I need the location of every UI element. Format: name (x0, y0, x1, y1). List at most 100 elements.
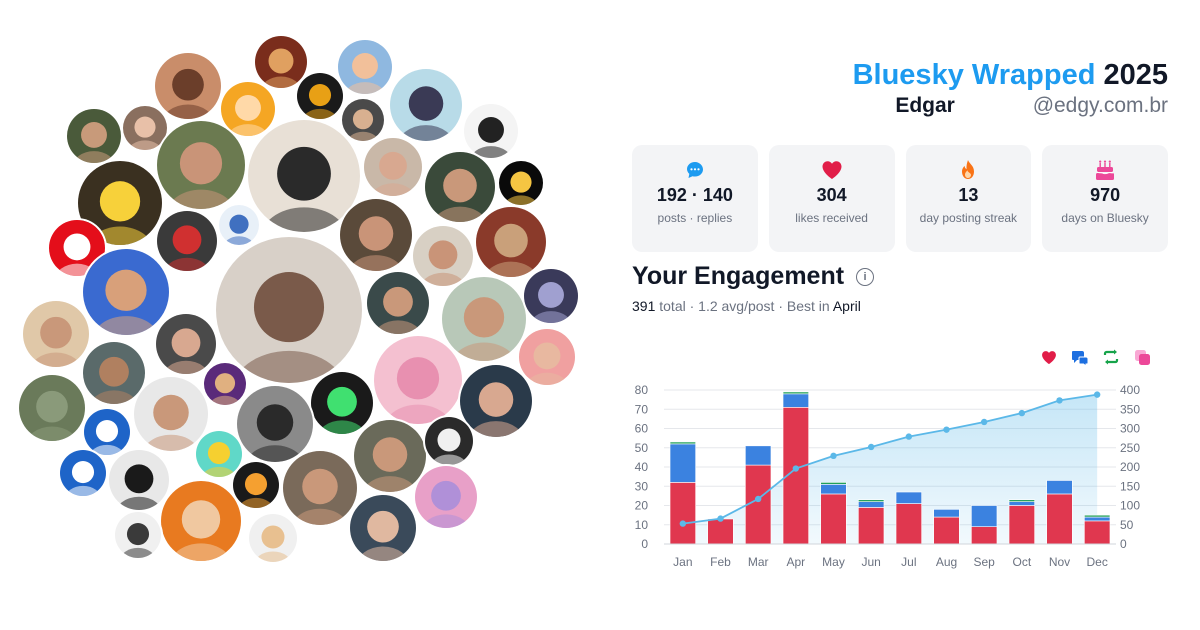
x-tick-label: Jun (861, 555, 880, 569)
avatar[interactable] (350, 495, 416, 561)
avatar[interactable] (157, 211, 217, 271)
avatar[interactable] (413, 226, 473, 286)
y2-tick-label: 100 (1120, 499, 1140, 513)
cumulative-point (905, 433, 913, 440)
avatar[interactable] (67, 109, 121, 163)
chart-legend (1040, 348, 1151, 366)
stat-card-likes: 304 likes received (768, 145, 895, 252)
reply-icon[interactable] (1071, 348, 1089, 366)
user-handle[interactable]: @edgy.com.br (1032, 94, 1168, 117)
avatar[interactable] (476, 207, 546, 277)
bar-segment (745, 445, 772, 466)
avatar[interactable] (109, 450, 169, 510)
cumulative-point (717, 515, 724, 522)
avatar[interactable] (156, 314, 216, 374)
repost-icon[interactable] (1102, 348, 1120, 366)
avatar[interactable] (237, 386, 313, 462)
avatar[interactable] (519, 329, 575, 385)
avatar[interactable] (364, 138, 422, 196)
bar-segment (820, 484, 847, 495)
y-tick-label: 40 (635, 460, 649, 474)
avatar[interactable] (248, 120, 360, 232)
avatar[interactable] (460, 365, 532, 437)
bar-segment (858, 499, 885, 502)
y2-tick-label: 400 (1120, 383, 1140, 397)
title-brand: Bluesky Wrapped (852, 59, 1096, 91)
bar-segment (820, 493, 847, 545)
avatar[interactable] (84, 409, 130, 455)
cumulative-area (682, 394, 1098, 544)
stats-cards: 192 · 140 posts · replies 304 likes rece… (632, 145, 1168, 252)
bar-segment (1084, 520, 1111, 545)
avatar[interactable] (255, 36, 307, 88)
bar-segment (707, 518, 734, 545)
avatar[interactable] (283, 451, 357, 525)
avatar[interactable] (60, 450, 106, 496)
avatar[interactable] (221, 82, 275, 136)
avatar[interactable] (83, 249, 169, 335)
avatar[interactable] (249, 514, 297, 562)
avatar[interactable] (134, 377, 208, 451)
avatar[interactable] (338, 40, 392, 94)
avatar[interactable] (19, 375, 85, 441)
bar-segment (895, 503, 922, 545)
y2-tick-label: 50 (1120, 518, 1134, 532)
cumulative-line (682, 393, 1098, 525)
avatar[interactable] (425, 417, 473, 465)
avatar[interactable] (196, 431, 242, 477)
avatar[interactable] (297, 73, 343, 119)
y-tick-label: 50 (635, 441, 649, 455)
avatar[interactable] (219, 205, 259, 245)
avatar[interactable] (499, 161, 543, 205)
avatar[interactable] (157, 121, 245, 209)
engagement-title: Your Engagement i (632, 262, 875, 291)
avatar[interactable] (524, 269, 578, 323)
x-tick-label: Aug (936, 555, 957, 569)
bar-segment (895, 491, 922, 504)
bar-segment (971, 505, 998, 527)
y2-tick-label: 300 (1120, 422, 1140, 436)
heart-icon[interactable] (1040, 348, 1058, 366)
x-tick-label: Sep (973, 555, 995, 569)
avatar[interactable] (311, 372, 373, 434)
avatar[interactable] (367, 272, 429, 334)
x-tick-label: May (822, 555, 845, 569)
cumulative-point (943, 426, 950, 433)
avatar[interactable] (115, 512, 161, 558)
avatar[interactable] (204, 363, 246, 405)
stat-card-days: 970 days on Bluesky (1042, 145, 1168, 252)
engagement-summary: 391 total · 1.2 avg/post · Best in April (632, 298, 861, 314)
chat-bubble-icon (632, 159, 758, 181)
display-name: Edgar (895, 94, 955, 117)
avatar[interactable] (23, 301, 89, 367)
info-icon[interactable]: i (856, 267, 875, 286)
avatar[interactable] (425, 152, 495, 222)
bar-segment (669, 482, 696, 545)
avatar[interactable] (342, 99, 384, 141)
stat-value: 304 (816, 185, 847, 205)
quote-icon[interactable] (1133, 348, 1151, 366)
avatar[interactable] (161, 481, 241, 561)
avatar[interactable] (442, 277, 526, 361)
avatar[interactable] (233, 462, 279, 508)
title-year: 2025 (1103, 59, 1168, 91)
avatar[interactable] (354, 420, 426, 492)
avatar[interactable] (390, 69, 462, 141)
cumulative-point (1018, 409, 1026, 417)
bar-segment (933, 509, 960, 518)
user-line: Edgar @edgy.com.br (853, 94, 1168, 118)
engagement-total: 391 (632, 298, 656, 314)
avatar[interactable] (83, 342, 145, 404)
avatar[interactable] (155, 53, 221, 119)
avatar[interactable] (464, 104, 518, 158)
avatar[interactable] (123, 106, 167, 150)
engagement-heading: Your Engagement (632, 262, 845, 290)
avatar[interactable] (216, 237, 362, 383)
y-tick-label: 20 (635, 499, 649, 513)
avatar[interactable] (340, 199, 412, 271)
avatar[interactable] (415, 466, 477, 528)
stat-label: days on Bluesky (1061, 211, 1149, 225)
avatar[interactable] (374, 336, 462, 424)
y2-tick-label: 250 (1120, 441, 1140, 455)
bar-segment (1008, 501, 1035, 506)
